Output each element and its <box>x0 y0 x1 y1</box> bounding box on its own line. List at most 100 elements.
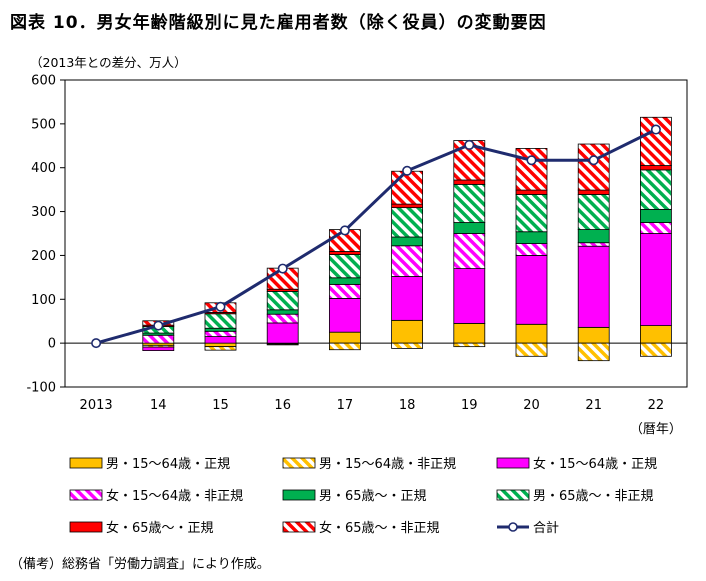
source-note: （備考）総務省「労働力調査」により作成。 <box>10 557 270 572</box>
bar-segment-f_young_reg <box>515 255 548 325</box>
bar-segment-m_old_non <box>577 194 610 230</box>
legend-item-m_old_non: 男・65歳～・非正規 <box>496 489 654 504</box>
legend-item-f_young_non: 女・15～64歳・非正規 <box>69 488 243 504</box>
y-tick-label: 400 <box>31 161 56 176</box>
bar-segment-f_young_reg <box>266 322 299 344</box>
x-tick-label: 15 <box>212 398 229 413</box>
bar-segment-m_young_reg <box>515 323 548 344</box>
legend-label: 男・15～64歳・非正規 <box>319 457 456 472</box>
bar-segment-f_old_reg <box>328 251 361 255</box>
bar-segment-m_old_non <box>453 183 486 223</box>
legend-item-f_old_reg: 女・65歳～・正規 <box>69 520 214 536</box>
x-tick-label: 19 <box>461 398 478 413</box>
y-tick-label: -100 <box>26 381 56 396</box>
bar-segment-m_young_non <box>453 342 486 348</box>
total-point <box>91 338 102 349</box>
legend-item-m_old_reg: 男・65歳～・正規 <box>282 489 427 504</box>
bar-segment-f_young_reg <box>204 336 237 344</box>
x-tick-label: 2013 <box>80 398 113 413</box>
bar-segment-m_young_reg <box>453 323 486 344</box>
bar-segment-m_old_reg <box>640 208 672 223</box>
legend-label: 女・65歳～・非正規 <box>319 520 440 536</box>
bar-segment-f_young_non <box>453 233 486 269</box>
bar-segment-f_old_reg <box>640 165 672 171</box>
y-tick-label: 0 <box>48 337 56 352</box>
bar-segment-m_old_reg <box>453 222 486 234</box>
total-point <box>650 124 661 135</box>
bar-segment-f_old_reg <box>453 179 486 185</box>
legend-label: 合計 <box>533 520 559 536</box>
bar-segment-m_old_reg <box>391 236 424 247</box>
bar-segment-m_young_non <box>328 342 361 351</box>
legend-swatch <box>496 457 530 469</box>
bar-segment-f_young_reg <box>640 233 672 326</box>
y-tick-label: 100 <box>31 293 56 308</box>
bar-segment-m_old_non <box>391 207 424 238</box>
bar-segment-m_old_non <box>204 313 237 329</box>
bar-segment-f_old_reg <box>577 189 610 195</box>
bar-segment-f_young_reg <box>142 346 175 351</box>
x-axis-unit-label: （暦年） <box>630 422 682 437</box>
bar-segment-f_old_reg <box>391 203 424 209</box>
legend-label: 男・65歳～・非正規 <box>533 489 654 504</box>
bar-segment-m_old_reg <box>204 327 237 332</box>
legend-item-f_young_reg: 女・15～64歳・正規 <box>496 456 657 472</box>
bar-segment-f_old_reg <box>515 189 548 195</box>
legend-label: 男・15～64歳・正規 <box>106 457 230 472</box>
bar-segment-m_young_non <box>515 342 548 357</box>
total-point <box>526 155 537 166</box>
legend-label: 男・65歳～・正規 <box>319 489 427 504</box>
bar-segment-f_young_non <box>640 222 672 234</box>
legend-label: 女・65歳～・正規 <box>106 520 214 536</box>
total-line <box>95 128 657 345</box>
legend-swatch <box>69 521 103 533</box>
bar-segment-f_young_non <box>577 242 610 247</box>
legend-label: 女・15～64歳・非正規 <box>106 488 243 504</box>
legend-swatch <box>282 489 316 501</box>
chart-title: 図表 10．男女年齢階級別に見た雇用者数（除く役員）の変動要因 <box>10 13 547 33</box>
x-tick-label: 20 <box>523 398 540 413</box>
bar-segment-f_young_reg <box>577 245 610 328</box>
legend-item-total: 合計 <box>497 520 559 536</box>
y-axis-unit-label: （2013年との差分、万人） <box>30 55 187 70</box>
bar-segment-f_young_reg <box>391 276 424 321</box>
legend-swatch <box>69 489 103 501</box>
x-tick-label: 22 <box>648 398 665 413</box>
legend-swatch <box>282 457 316 469</box>
y-tick-label: 600 <box>31 74 56 89</box>
bar-segment-f_young_non <box>142 334 175 344</box>
plot-frame <box>64 79 688 388</box>
bar-segment-m_old_reg <box>515 231 548 244</box>
total-point <box>153 320 164 331</box>
bar-segment-m_young_reg <box>391 319 424 344</box>
bar-segment-f_young_non <box>204 330 237 337</box>
bar-segment-m_old_non <box>266 290 299 311</box>
bar-segment-f_old_non <box>515 148 548 191</box>
legend-label: 女・15～64歳・正規 <box>533 456 657 472</box>
bar-segment-f_young_non <box>515 243 548 256</box>
bar-segment-f_young_reg <box>453 268 486 324</box>
legend-marker <box>508 522 518 532</box>
bar-segment-m_young_non <box>266 343 299 346</box>
total-point <box>588 155 599 166</box>
legend-item-f_old_non: 女・65歳～・非正規 <box>282 520 440 536</box>
bar-segment-m_old_reg <box>577 229 610 244</box>
bar-segment-m_old_non <box>640 169 672 210</box>
bar-segment-f_old_non <box>391 170 424 205</box>
bar-segment-m_young_non <box>391 342 424 349</box>
legend-swatch <box>496 489 530 501</box>
y-tick-label: 300 <box>31 205 56 220</box>
bar-segment-m_young_non <box>204 346 237 351</box>
bar-segment-f_young_reg <box>328 298 361 333</box>
legend-swatch <box>69 457 103 469</box>
bar-segment-f_old_non <box>640 116 672 166</box>
total-point <box>215 301 226 312</box>
total-point <box>339 225 350 236</box>
bar-segment-f_young_non <box>266 313 299 324</box>
bar-segment-m_young_non <box>577 342 610 362</box>
total-point <box>402 165 413 176</box>
legend-item-m_young_reg: 男・15～64歳・正規 <box>69 457 230 472</box>
y-tick-label: 200 <box>31 249 56 264</box>
bar-segment-f_young_non <box>391 245 424 277</box>
